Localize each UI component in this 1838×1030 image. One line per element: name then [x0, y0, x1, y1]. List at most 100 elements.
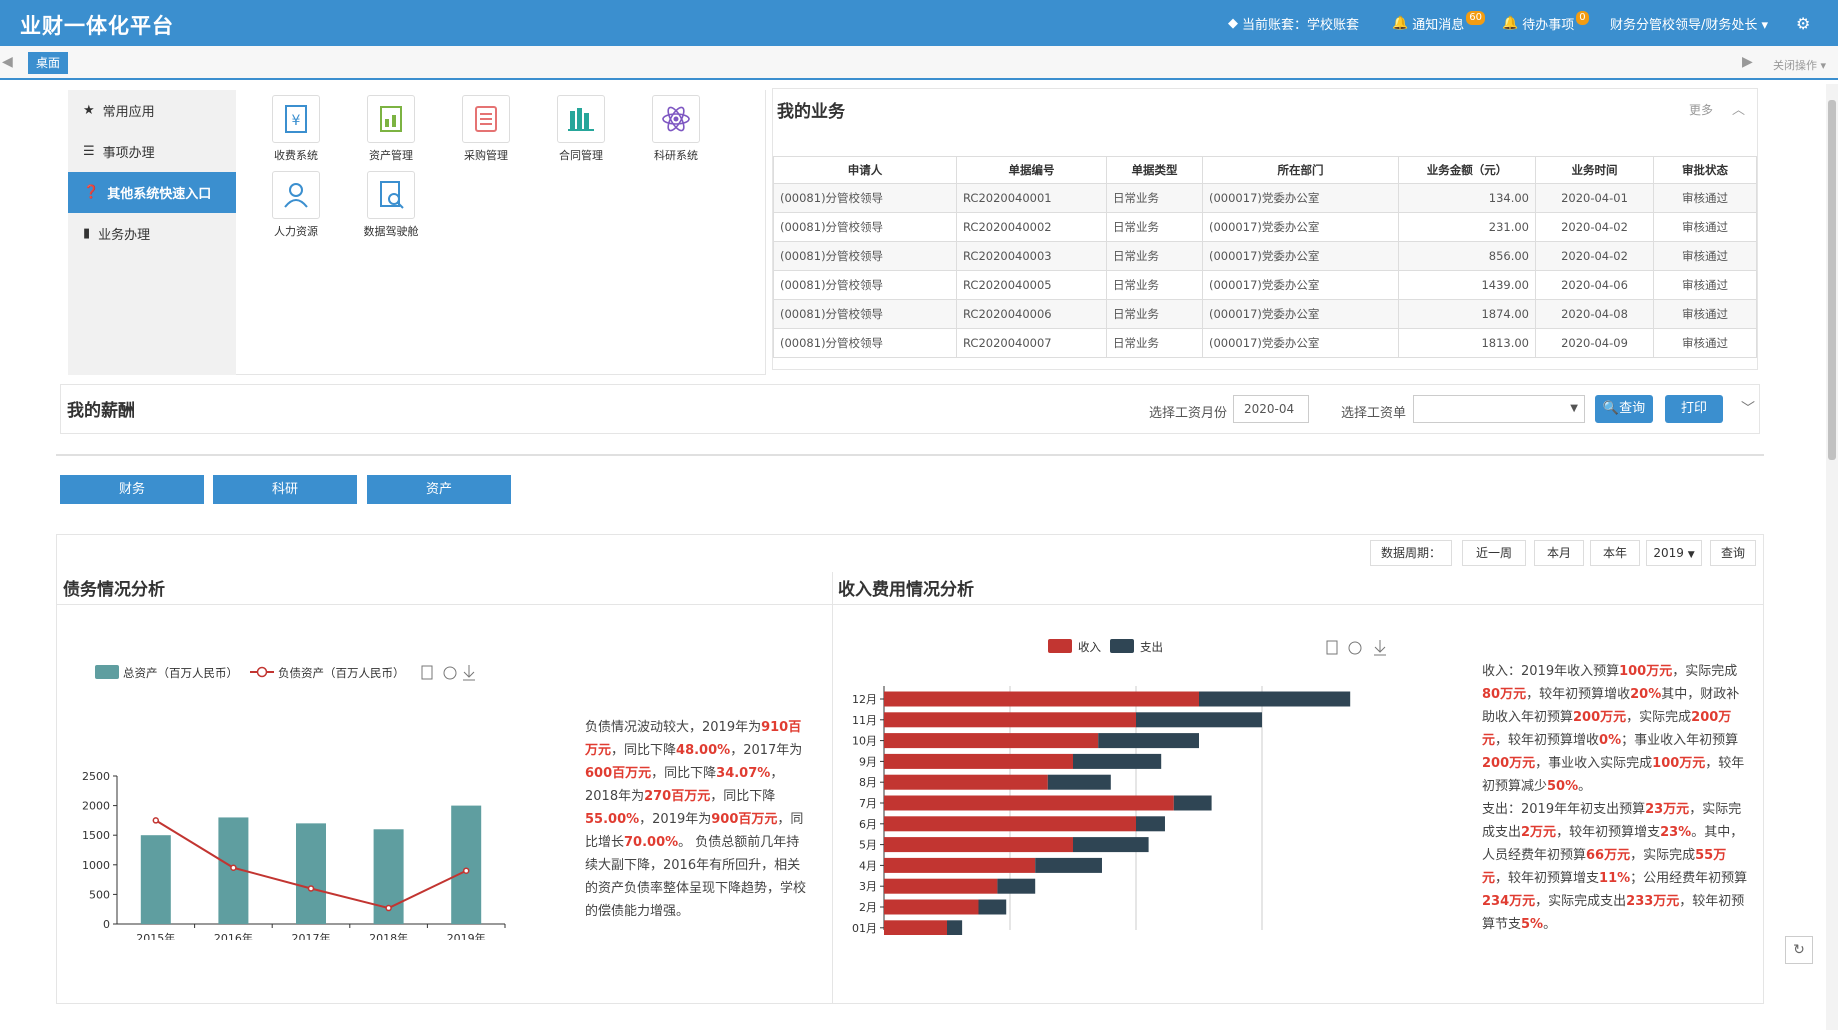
bar-income[interactable]: [884, 899, 979, 915]
bar-income[interactable]: [884, 837, 1073, 853]
table-row[interactable]: (00081)分管校领导 RC2020040006 日常业务 (000017)党委办公…: [773, 299, 1757, 329]
svg-text:¥: ¥: [292, 113, 301, 129]
bar-expense[interactable]: [1136, 816, 1165, 832]
refresh-icon[interactable]: ↻: [1785, 936, 1813, 964]
column-header[interactable]: 审批状态: [1653, 156, 1757, 184]
current-account[interactable]: ◆ 当前账套：学校账套: [1228, 14, 1359, 33]
bar-expense[interactable]: [1199, 691, 1351, 707]
bar-expense[interactable]: [1073, 753, 1162, 769]
nav-business[interactable]: ▮ 业务办理: [68, 213, 236, 254]
period-year-button[interactable]: 本年: [1590, 540, 1640, 566]
table-cell: (000017)党委办公室: [1202, 328, 1399, 358]
column-header[interactable]: 单据类型: [1106, 156, 1203, 184]
category-asset-button[interactable]: 资产: [367, 475, 511, 504]
point-liabilities[interactable]: [307, 885, 315, 892]
download-icon[interactable]: [1374, 640, 1386, 656]
bar-expense[interactable]: [1047, 774, 1111, 790]
bar-income[interactable]: [884, 878, 998, 894]
app-label: 收费系统: [274, 149, 318, 162]
bar-income[interactable]: [884, 857, 1036, 873]
salary-print-button[interactable]: 打印: [1665, 395, 1723, 423]
bar-income[interactable]: [884, 733, 1099, 749]
bar-expense[interactable]: [1098, 733, 1199, 749]
bar-income[interactable]: [884, 816, 1136, 832]
table-row[interactable]: (00081)分管校领导 RC2020040003 日常业务 (000017)党委办公…: [773, 241, 1757, 271]
more-link[interactable]: 更多: [1688, 103, 1713, 117]
table-row[interactable]: (00081)分管校领导 RC2020040005 日常业务 (000017)党委办公…: [773, 270, 1757, 300]
column-header[interactable]: 申请人: [773, 156, 957, 184]
bar-income[interactable]: [884, 753, 1073, 769]
legend-income[interactable]: 收入: [1078, 640, 1101, 654]
salary-sheet-select[interactable]: ▼: [1413, 395, 1585, 423]
bar-income[interactable]: [884, 795, 1174, 811]
point-liabilities[interactable]: [152, 817, 160, 824]
highlight-value: 0%: [1599, 733, 1622, 748]
app-asset[interactable]: 资产管理: [361, 95, 421, 163]
point-liabilities[interactable]: [230, 864, 237, 872]
chevron-up-icon[interactable]: ︿: [1731, 103, 1745, 118]
year-select[interactable]: 2019 ▼: [1646, 540, 1702, 566]
category-research-button[interactable]: 科研: [213, 475, 357, 504]
nav-common-apps[interactable]: ★ 常用应用: [68, 90, 236, 131]
bar-total-assets[interactable]: [140, 835, 171, 924]
period-query-button[interactable]: 查询: [1710, 540, 1756, 566]
column-header[interactable]: 单据编号: [956, 156, 1107, 184]
todo-button[interactable]: 🔔 待办事项 0: [1502, 10, 1589, 33]
bar-expense[interactable]: [1136, 712, 1262, 728]
bar-income[interactable]: [884, 691, 1199, 707]
refresh-icon[interactable]: [1348, 641, 1362, 655]
refresh-icon[interactable]: [443, 666, 457, 680]
app-data-cockpit[interactable]: 数据驾驶舱: [361, 171, 421, 239]
bar-income[interactable]: [884, 920, 947, 935]
bar-total-assets[interactable]: [296, 823, 326, 924]
user-menu[interactable]: 财务分管校领导/财务处长 ▾: [1610, 14, 1768, 33]
legend-swatch-income[interactable]: [1048, 639, 1072, 653]
category-finance-button[interactable]: 财务: [60, 475, 204, 504]
nav-matters[interactable]: ☰ 事项办理: [68, 131, 236, 172]
salary-query-button[interactable]: 🔍查询: [1595, 395, 1653, 423]
bar-expense[interactable]: [997, 878, 1036, 894]
period-week-button[interactable]: 近一周: [1462, 540, 1526, 566]
app-purchase[interactable]: 采购管理: [456, 95, 516, 163]
bar-income[interactable]: [884, 712, 1136, 728]
data-view-icon[interactable]: [1326, 640, 1338, 655]
legend-expense[interactable]: 支出: [1140, 640, 1163, 654]
column-header[interactable]: 业务时间: [1535, 156, 1654, 184]
app-fee-system[interactable]: ¥ 收费系统: [266, 95, 326, 163]
app-research[interactable]: 科研系统: [646, 95, 706, 163]
settings-icon[interactable]: ⚙: [1796, 14, 1811, 33]
salary-month-input[interactable]: 2020-04: [1233, 395, 1309, 423]
bar-income[interactable]: [884, 774, 1048, 790]
nav-other-systems[interactable]: ❓ 其他系统快速入口: [68, 172, 236, 213]
notice-button[interactable]: 🔔 通知消息 60: [1392, 10, 1485, 33]
legend-total-assets[interactable]: 总资产（百万人民币）: [123, 666, 238, 680]
period-month-button[interactable]: 本月: [1534, 540, 1584, 566]
data-view-icon[interactable]: [421, 665, 433, 680]
close-operations[interactable]: 关闭操作 ▾: [1773, 59, 1827, 72]
legend-swatch-total-assets[interactable]: [95, 665, 119, 679]
scrollbar-thumb[interactable]: [1828, 100, 1836, 460]
bar-total-assets[interactable]: [451, 805, 482, 924]
tab-prev-icon[interactable]: ◀: [2, 54, 13, 70]
column-header[interactable]: 业务金额（元）: [1398, 156, 1536, 184]
point-liabilities[interactable]: [385, 904, 392, 912]
bar-expense[interactable]: [1073, 837, 1149, 853]
bar-expense[interactable]: [1173, 795, 1212, 811]
table-row[interactable]: (00081)分管校领导 RC2020040001 日常业务 (000017)党委办公…: [773, 183, 1757, 213]
tab-desktop[interactable]: 桌面: [28, 52, 69, 74]
legend-swatch-expense[interactable]: [1110, 639, 1134, 653]
nav-label: 其他系统快速入口: [107, 187, 212, 202]
table-row[interactable]: (00081)分管校领导 RC2020040002 日常业务 (000017)党委办公…: [773, 212, 1757, 242]
bar-expense[interactable]: [1035, 857, 1102, 873]
bar-expense[interactable]: [947, 920, 963, 935]
app-hr[interactable]: 人力资源: [266, 171, 326, 239]
download-icon[interactable]: [463, 665, 475, 681]
point-liabilities[interactable]: [462, 867, 470, 874]
chevron-down-icon[interactable]: ﹀: [1741, 401, 1755, 417]
tab-next-icon[interactable]: ▶: [1742, 54, 1753, 70]
table-row[interactable]: (00081)分管校领导 RC2020040007 日常业务 (000017)党委办公…: [773, 328, 1757, 358]
legend-liabilities[interactable]: 负债资产（百万人民币）: [278, 666, 405, 680]
bar-expense[interactable]: [978, 899, 1007, 915]
app-contract[interactable]: 合同管理: [551, 95, 611, 163]
column-header[interactable]: 所在部门: [1202, 156, 1399, 184]
